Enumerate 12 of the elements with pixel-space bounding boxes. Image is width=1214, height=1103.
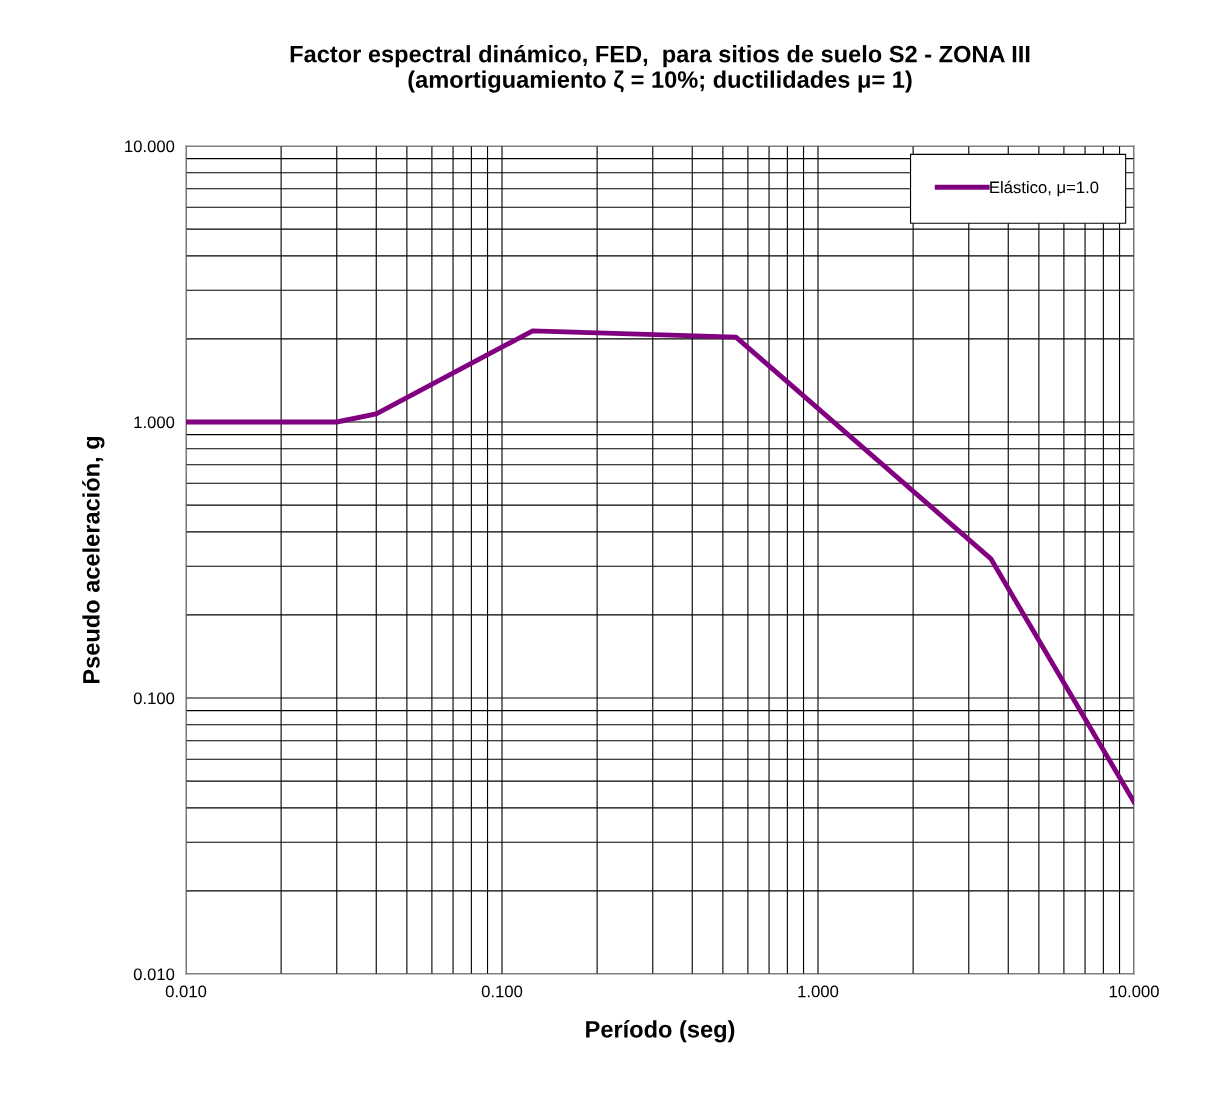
y-tick-label: 1.000 <box>134 416 175 429</box>
y-tick-label: 0.100 <box>133 692 175 705</box>
y-axis-title: Pseudo aceleración, g <box>82 436 105 684</box>
x-tick-label: 1.000 <box>798 985 839 998</box>
y-tick-label: 0.010 <box>133 968 175 981</box>
x-axis-title: Período (seg) <box>586 1020 735 1043</box>
x-tick-label: 10.000 <box>1109 985 1159 998</box>
chart-title: Factor espectral dinámico, FED, para sitios de suelo S2 - ZONA III (amortiguamiento ζ = 10%; ductilidades μ= 1) <box>290 44 1030 93</box>
legend-label: Elástico, μ=1.0 <box>990 180 1099 197</box>
x-tick-label: 0.010 <box>165 985 207 998</box>
x-tick-label: 0.100 <box>481 985 523 998</box>
y-tick-label: 10.000 <box>125 140 175 153</box>
